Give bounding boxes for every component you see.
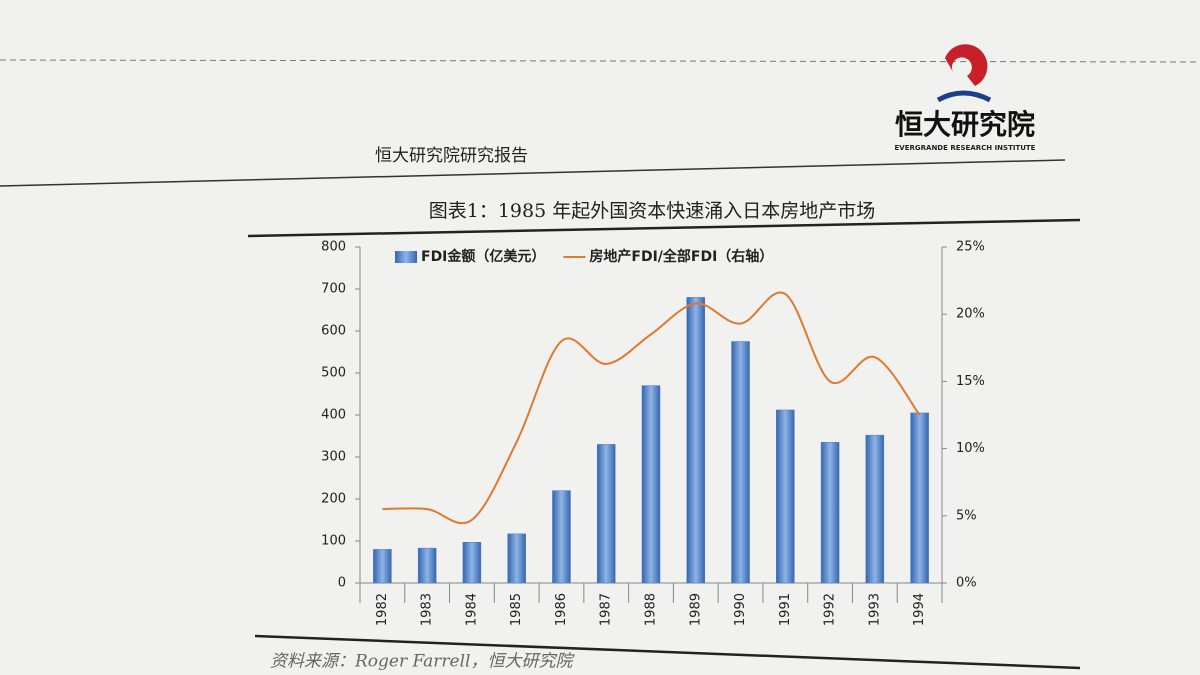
logo-mark bbox=[945, 44, 988, 86]
bar bbox=[641, 385, 661, 584]
x-tick-label: 1984 bbox=[464, 593, 479, 626]
y2-tick-label: 5% bbox=[956, 508, 977, 523]
dashed-rule bbox=[0, 59, 1200, 63]
y-tick-label: 700 bbox=[321, 282, 346, 297]
bar bbox=[731, 341, 750, 584]
y-tick-label: 0 bbox=[338, 576, 346, 591]
y-tick-label: 100 bbox=[321, 534, 346, 549]
line bbox=[382, 291, 921, 525]
x-tick-label: 1991 bbox=[778, 593, 793, 626]
bar bbox=[462, 542, 482, 584]
title-rule bbox=[247, 218, 1081, 238]
bar bbox=[686, 297, 706, 584]
legend-swatch bbox=[395, 251, 417, 263]
bar bbox=[910, 412, 929, 584]
bar bbox=[373, 549, 392, 584]
chart-title: 图表1：1985 年起外国资本快速涌入日本房地产市场 bbox=[429, 200, 875, 222]
x-tick-label: 1983 bbox=[420, 593, 435, 626]
bar bbox=[865, 434, 885, 584]
bar bbox=[552, 490, 571, 584]
bar bbox=[417, 547, 437, 584]
y-tick-label: 600 bbox=[321, 324, 346, 339]
x-tick-label: 1993 bbox=[867, 593, 882, 626]
y2-tick-label: 20% bbox=[956, 307, 985, 322]
x-tick-label: 1988 bbox=[644, 593, 659, 626]
y-tick-label: 800 bbox=[321, 240, 346, 255]
bar bbox=[776, 409, 795, 584]
logo-en: EVERGRANDE RESEARCH INSTITUTE bbox=[895, 144, 1036, 152]
x-tick-label: 1989 bbox=[688, 593, 703, 626]
bottom-rule bbox=[254, 634, 1081, 670]
header-rule bbox=[0, 159, 1066, 187]
x-tick-label: 1992 bbox=[823, 593, 838, 626]
y-tick-label: 400 bbox=[321, 408, 346, 423]
y-tick-label: 300 bbox=[321, 450, 346, 465]
x-tick-label: 1982 bbox=[375, 593, 390, 626]
y2-tick-label: 0% bbox=[956, 576, 977, 591]
report-header: 恒大研究院研究报告 bbox=[375, 146, 528, 166]
y-tick-label: 500 bbox=[321, 366, 346, 381]
logo-wave bbox=[936, 90, 992, 103]
legend-label: 房地产FDI/全部FDI（右轴） bbox=[589, 248, 773, 265]
legend-label: FDI金额（亿美元） bbox=[421, 248, 545, 265]
logo-text: 恒大研究院 bbox=[895, 108, 1035, 141]
source-note: 资料来源：Roger Farrell，恒大研究院 bbox=[270, 652, 575, 672]
x-tick-label: 1987 bbox=[599, 593, 614, 626]
x-tick-label: 1990 bbox=[733, 593, 748, 626]
bar bbox=[820, 442, 840, 584]
y2-tick-label: 15% bbox=[956, 374, 985, 389]
bar bbox=[507, 533, 526, 584]
y2-tick-label: 10% bbox=[956, 441, 985, 456]
bar bbox=[596, 444, 616, 584]
x-tick-label: 1994 bbox=[912, 593, 927, 626]
y-tick-label: 200 bbox=[321, 492, 346, 507]
x-tick-label: 1985 bbox=[509, 593, 524, 626]
y2-tick-label: 25% bbox=[956, 240, 985, 255]
x-tick-label: 1986 bbox=[554, 593, 569, 626]
